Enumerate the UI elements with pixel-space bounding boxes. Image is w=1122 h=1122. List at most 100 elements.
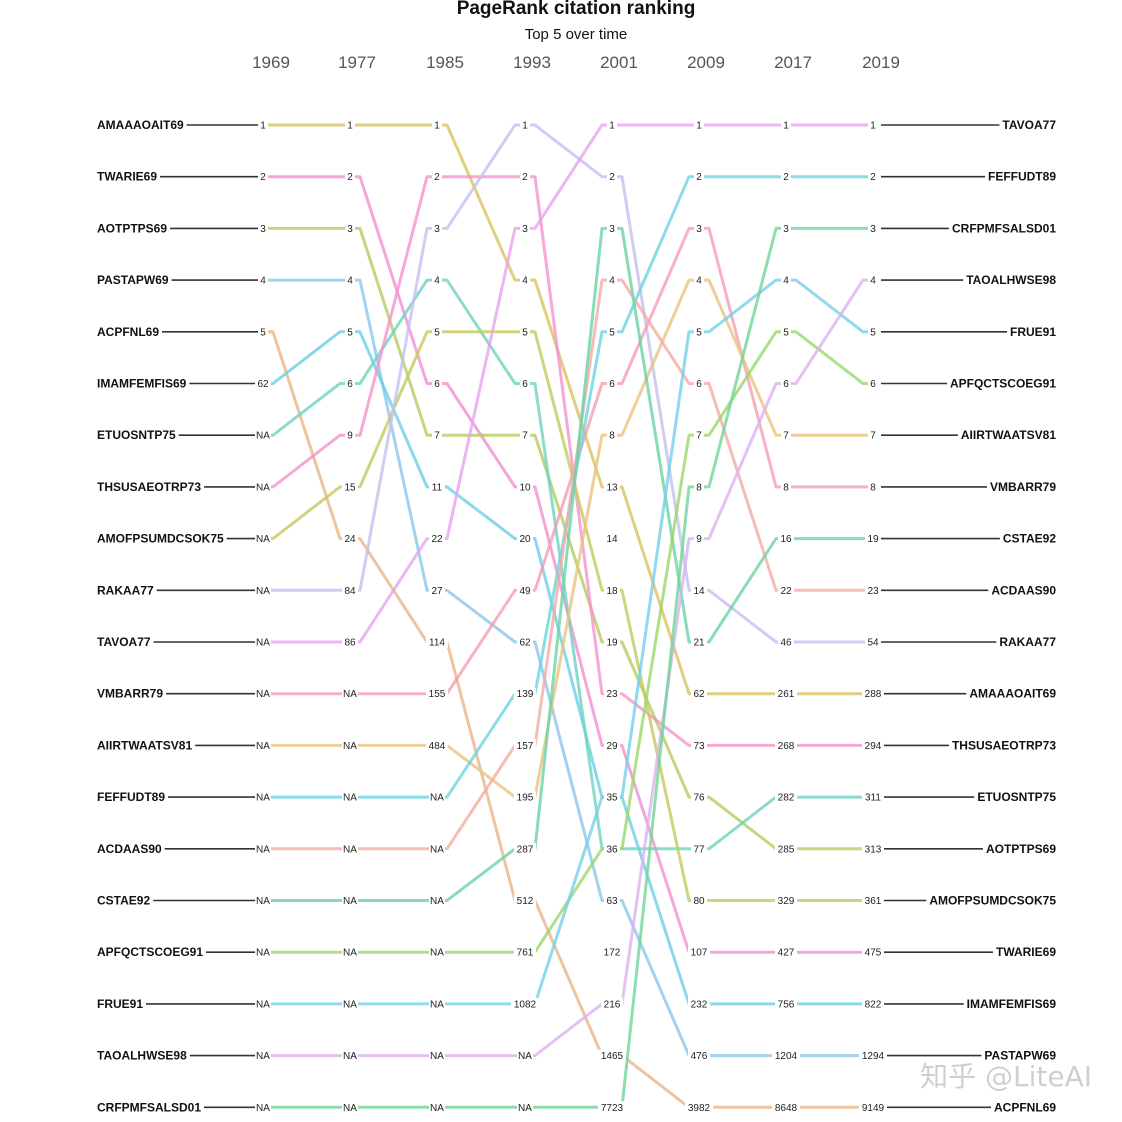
rank-label: 1 — [783, 121, 789, 132]
rank-label-bg — [862, 997, 884, 1010]
rank-label-bg — [778, 584, 794, 597]
rank-label-bg — [781, 325, 791, 338]
rank-label: 9149 — [862, 1103, 885, 1114]
rank-label: 4 — [783, 276, 789, 287]
rank-label: 2 — [783, 172, 789, 183]
rank-label: 3982 — [688, 1103, 711, 1114]
rank-label-bg — [604, 791, 620, 804]
rank-label: 2 — [522, 172, 528, 183]
rank-label: 1 — [522, 121, 528, 132]
rank-label: 216 — [604, 999, 621, 1010]
rank-label: NA — [430, 999, 444, 1010]
rank-label: 76 — [693, 793, 705, 804]
rank-label: 19 — [606, 638, 618, 649]
rank-label: 5 — [434, 327, 440, 338]
rank-label-bg — [514, 842, 536, 855]
rank-label-bg — [607, 325, 617, 338]
rank-label: 6 — [609, 379, 615, 390]
rank-label: NA — [256, 741, 270, 752]
rank-label-bg — [778, 532, 794, 545]
series-label-right: IMAMFEMFIS69 — [967, 997, 1057, 1011]
series-label-left: PASTAPW69 — [97, 273, 169, 287]
rank-label: 1 — [347, 121, 353, 132]
rank-label: 311 — [865, 793, 881, 804]
rank-label: 3 — [696, 224, 702, 235]
series-label-right: RAKAA77 — [999, 635, 1056, 649]
rank-label-bg — [688, 946, 710, 959]
rank-label: 5 — [347, 327, 353, 338]
rank-label: 6 — [696, 379, 702, 390]
year-label: 1977 — [338, 53, 376, 72]
rank-label-bg — [255, 739, 271, 752]
rank-label: 35 — [606, 793, 618, 804]
rank-label: NA — [256, 999, 270, 1010]
rank-label-bg — [345, 325, 355, 338]
rank-label: 49 — [519, 586, 531, 597]
rank-label-bg — [342, 636, 358, 648]
rank-label-bg — [255, 480, 271, 493]
rank-label: 14 — [693, 586, 705, 597]
rank-label-bg — [607, 170, 617, 183]
rank-label: NA — [256, 948, 270, 959]
rank-label-bg — [426, 636, 448, 648]
rank-label-bg — [694, 170, 704, 183]
rank-label-bg — [514, 894, 536, 907]
rank-label: 8 — [870, 482, 876, 493]
rank-label: 313 — [865, 844, 882, 855]
rank-label-bg — [781, 480, 791, 493]
series-label-left: TAVOA77 — [97, 635, 151, 649]
rank-label: 5 — [260, 327, 266, 338]
rank-label: 3 — [609, 224, 615, 235]
rank-label-bg — [688, 1049, 710, 1062]
rank-label: 282 — [778, 793, 795, 804]
rank-label: 3 — [522, 224, 528, 235]
rank-label-bg — [688, 997, 710, 1010]
series-line — [263, 175, 873, 954]
series-label-right: THSUSAEOTRP73 — [952, 738, 1056, 752]
rank-label: NA — [256, 1103, 270, 1114]
rank-label: 484 — [429, 741, 446, 752]
rank-label-bg — [694, 532, 704, 545]
rank-label: 4 — [870, 276, 876, 287]
rank-label-bg — [255, 532, 271, 545]
rank-label-bg — [607, 429, 617, 442]
rank-label-bg — [607, 377, 617, 390]
rank-label-bg — [694, 222, 704, 235]
series-label-left: AMAAAOAIT69 — [97, 118, 184, 132]
year-label: 2001 — [600, 53, 638, 72]
rank-label-bg — [775, 894, 797, 907]
rank-label-bg — [868, 377, 878, 390]
rank-label: NA — [430, 793, 444, 804]
rank-label: 5 — [870, 327, 876, 338]
rank-label: 54 — [867, 638, 879, 649]
rank-label: 4 — [522, 276, 528, 287]
rank-label-bg — [429, 1101, 445, 1114]
rank-label-bg — [255, 894, 271, 907]
series-label-left: VMBARR79 — [97, 687, 163, 701]
rank-label-bg — [781, 377, 791, 390]
rank-label-bg — [342, 480, 358, 493]
rank-label: 6 — [522, 379, 528, 390]
rank-label: NA — [343, 793, 357, 804]
rank-label: NA — [343, 1103, 357, 1114]
rank-label: NA — [343, 948, 357, 959]
rank-label-bg — [342, 1049, 358, 1062]
rank-label-bg — [255, 377, 271, 390]
rank-label: 1 — [696, 121, 702, 132]
rank-label: 232 — [691, 999, 708, 1010]
rank-label: 2 — [609, 172, 615, 183]
rank-label: 114 — [429, 638, 445, 649]
rank-label-bg — [604, 739, 620, 752]
rank-label-bg — [426, 739, 448, 752]
rank-label: 195 — [517, 793, 534, 804]
rank-label-bg — [775, 842, 797, 855]
rank-label-bg — [255, 584, 271, 597]
rank-label: NA — [430, 1103, 444, 1114]
rank-label-bg — [601, 997, 623, 1010]
series-label-left: AOTPTPS69 — [97, 221, 167, 235]
year-label: 2009 — [687, 53, 725, 72]
series-label-right: PASTAPW69 — [984, 1049, 1056, 1063]
rank-label: 11 — [432, 482, 443, 493]
rank-label-bg — [520, 429, 530, 442]
